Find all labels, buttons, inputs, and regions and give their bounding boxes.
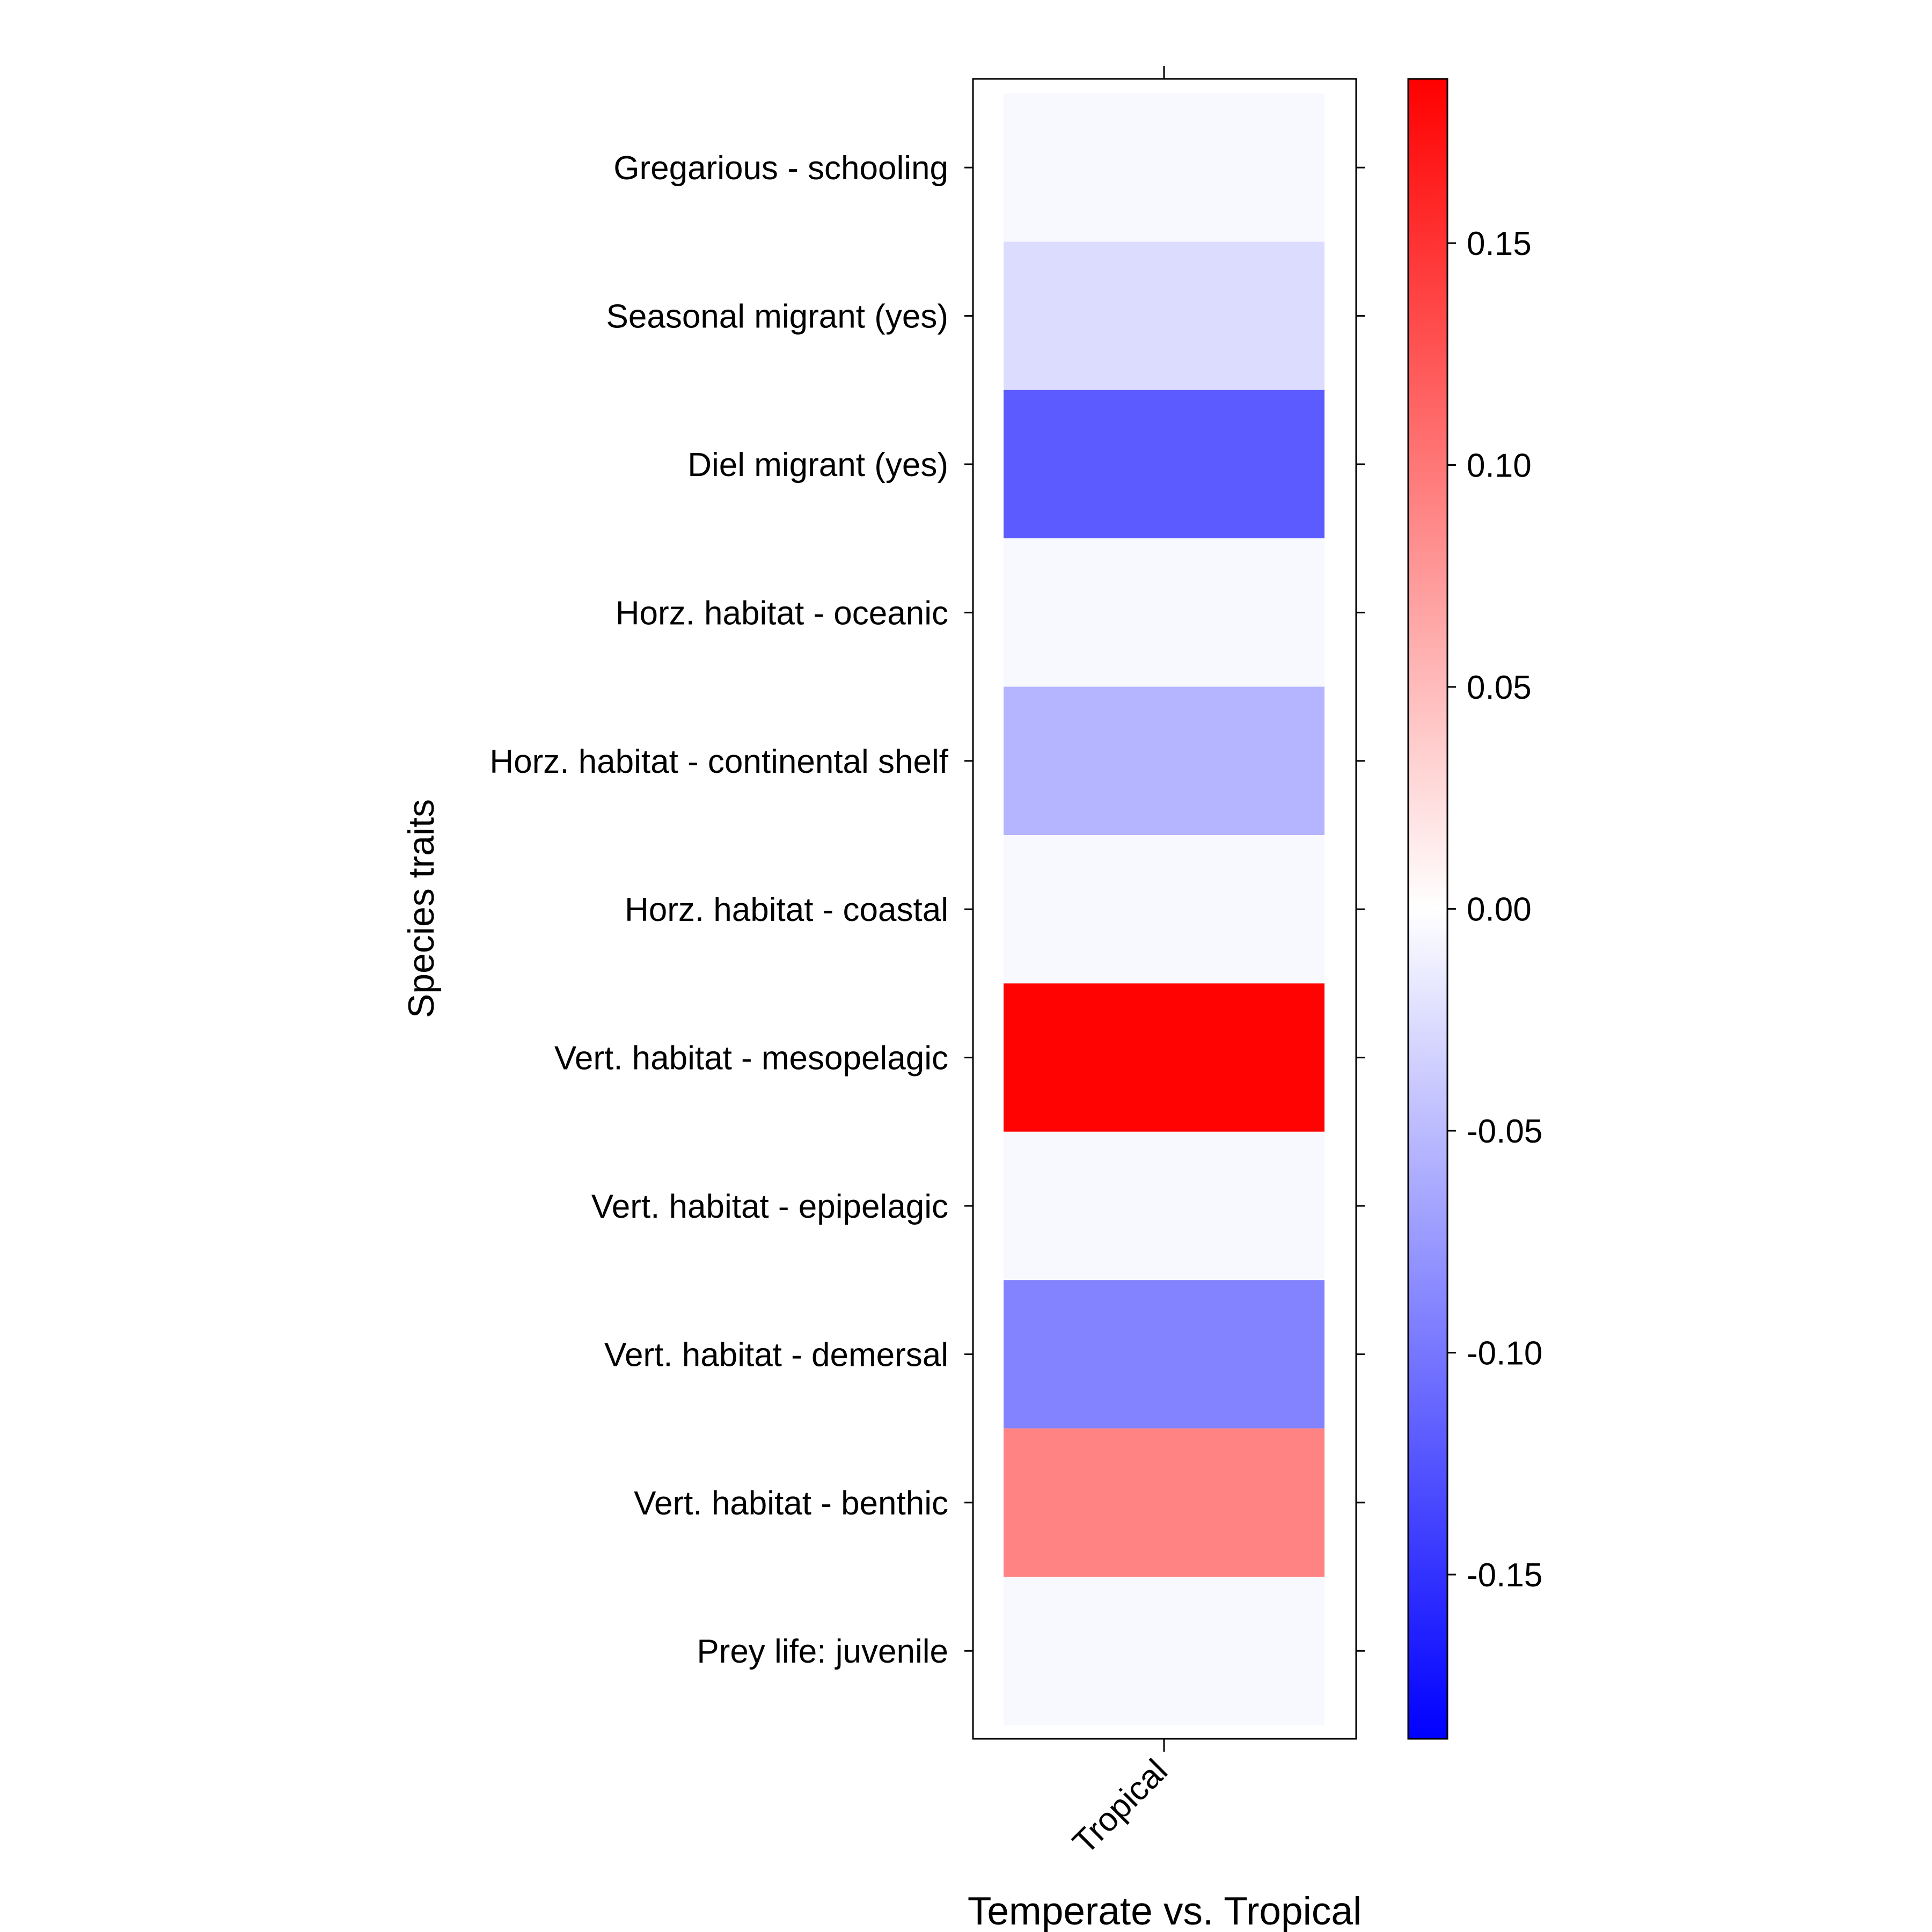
- row-label: Horz. habitat - continental shelf: [489, 743, 948, 780]
- colorbar-tick-label: -0.10: [1467, 1335, 1542, 1372]
- column-label: Tropical: [1066, 1752, 1175, 1861]
- heatmap-cell: [1004, 1577, 1324, 1725]
- row-label: Prey life: juvenile: [697, 1633, 948, 1670]
- row-label: Horz. habitat - oceanic: [616, 595, 948, 632]
- y-axis-title: Species traits: [401, 799, 442, 1018]
- heatmap-cell: [1004, 686, 1324, 835]
- row-label: Diel migrant (yes): [687, 447, 948, 484]
- row-label: Gregarious - schooling: [613, 150, 948, 187]
- heatmap-cell: [1004, 1428, 1324, 1577]
- x-axis-title: Temperate vs. Tropical: [968, 1890, 1362, 1932]
- colorbar-tick-label: 0.05: [1467, 669, 1532, 706]
- heatmap-cells: [1004, 93, 1324, 1725]
- colorbar-tick-label: -0.15: [1467, 1557, 1542, 1594]
- heatmap-cell: [1004, 1131, 1324, 1280]
- heatmap-cell: [1004, 983, 1324, 1132]
- row-label: Vert. habitat - benthic: [634, 1485, 948, 1522]
- heatmap-cell: [1004, 93, 1324, 242]
- colorbar-tick-label: 0.15: [1467, 225, 1532, 262]
- colorbar-tick-label: -0.05: [1467, 1113, 1542, 1150]
- heatmap-cell: [1004, 241, 1324, 390]
- axis-ticks: [964, 66, 1365, 1752]
- colorbar-ticks: 0.15 0.10 0.05 0.00 -0.05 -0.10 -0.15: [1447, 225, 1542, 1594]
- heatmap-cell: [1004, 835, 1324, 984]
- row-label: Vert. habitat - demersal: [604, 1336, 948, 1373]
- row-label: Vert. habitat - mesopelagic: [554, 1040, 948, 1077]
- heatmap-cell: [1004, 1280, 1324, 1429]
- colorbar: [1407, 78, 1448, 1740]
- colorbar-tick-label: 0.10: [1467, 448, 1532, 485]
- row-label: Horz. habitat - coastal: [625, 891, 948, 928]
- x-tick-labels: Tropical: [1066, 1752, 1175, 1861]
- heatmap-cell: [1004, 538, 1324, 687]
- row-label: Seasonal migrant (yes): [606, 298, 949, 335]
- y-tick-labels: Gregarious - schooling Seasonal migrant (…: [489, 150, 948, 1670]
- colorbar-tick-label: 0.00: [1467, 891, 1532, 928]
- heatmap-cell: [1004, 390, 1324, 539]
- row-label: Vert. habitat - epipelagic: [591, 1188, 948, 1225]
